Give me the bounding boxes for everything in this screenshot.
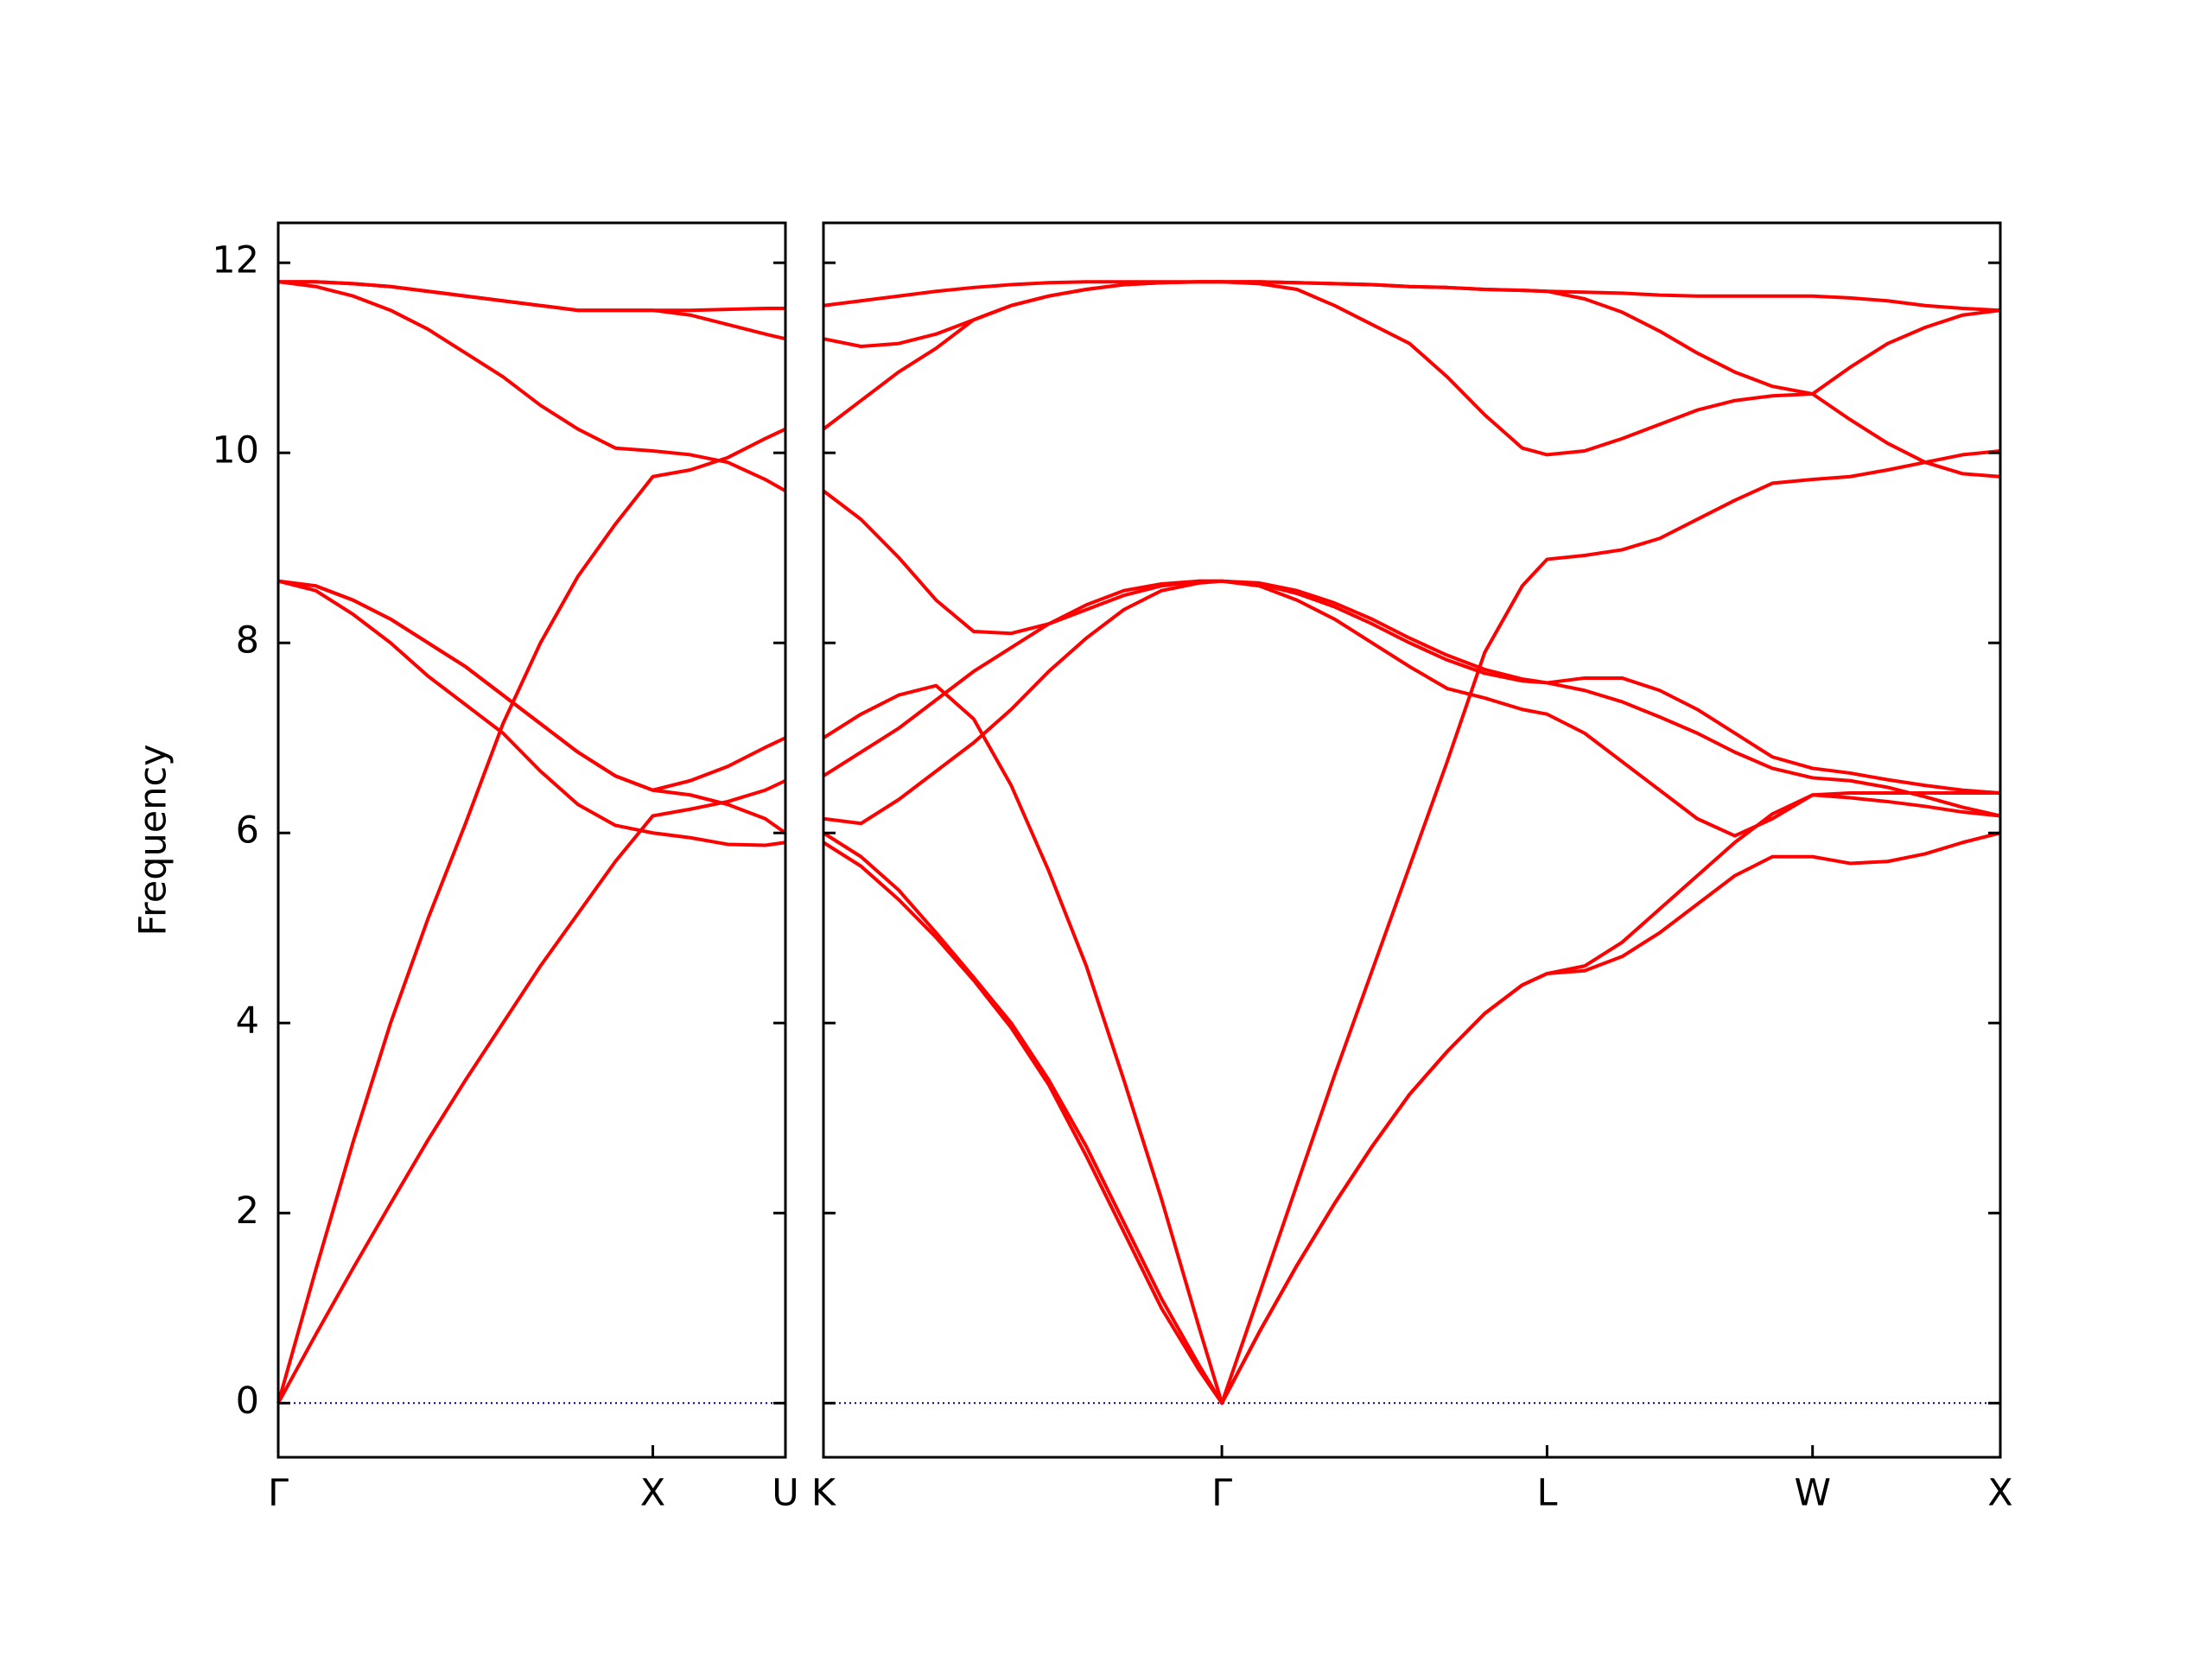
y-axis-label: Frequency — [132, 744, 175, 936]
x-tick-label: Γ — [268, 1472, 289, 1515]
band-line — [822, 449, 2001, 1405]
y-tick-label: 4 — [236, 999, 259, 1043]
x-tick-label: X — [640, 1472, 665, 1515]
x-tick-label: K — [811, 1472, 837, 1515]
plot-frame — [276, 221, 787, 1459]
x-tick-label: Γ — [1211, 1472, 1232, 1515]
y-tick-label: 10 — [212, 429, 259, 473]
band-line — [822, 489, 2001, 796]
band-line — [823, 280, 2001, 313]
band-line — [277, 579, 787, 834]
x-tick-label: W — [1794, 1472, 1831, 1515]
band-line — [276, 427, 786, 1404]
band-line — [277, 280, 786, 492]
x-tick-label: U — [772, 1472, 798, 1515]
band-line — [822, 579, 2001, 818]
plot-frame — [822, 221, 2002, 1459]
y-tick-label: 6 — [236, 809, 259, 853]
y-tick-label: 0 — [236, 1380, 259, 1423]
band-line — [277, 579, 786, 847]
band-line — [276, 778, 786, 1405]
x-tick-label: X — [1987, 1472, 2012, 1515]
band-line — [278, 280, 785, 313]
y-tick-label: 8 — [236, 619, 259, 663]
y-tick-label: 2 — [236, 1189, 259, 1233]
band-line — [823, 579, 2000, 838]
y-tick-label: 12 — [212, 239, 259, 282]
x-tick-label: L — [1536, 1472, 1557, 1515]
